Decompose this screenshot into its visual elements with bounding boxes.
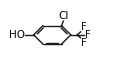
Text: F: F [85, 30, 90, 40]
Text: HO: HO [9, 30, 25, 40]
Text: F: F [81, 38, 87, 48]
Text: Cl: Cl [58, 11, 69, 21]
Text: F: F [81, 22, 87, 32]
